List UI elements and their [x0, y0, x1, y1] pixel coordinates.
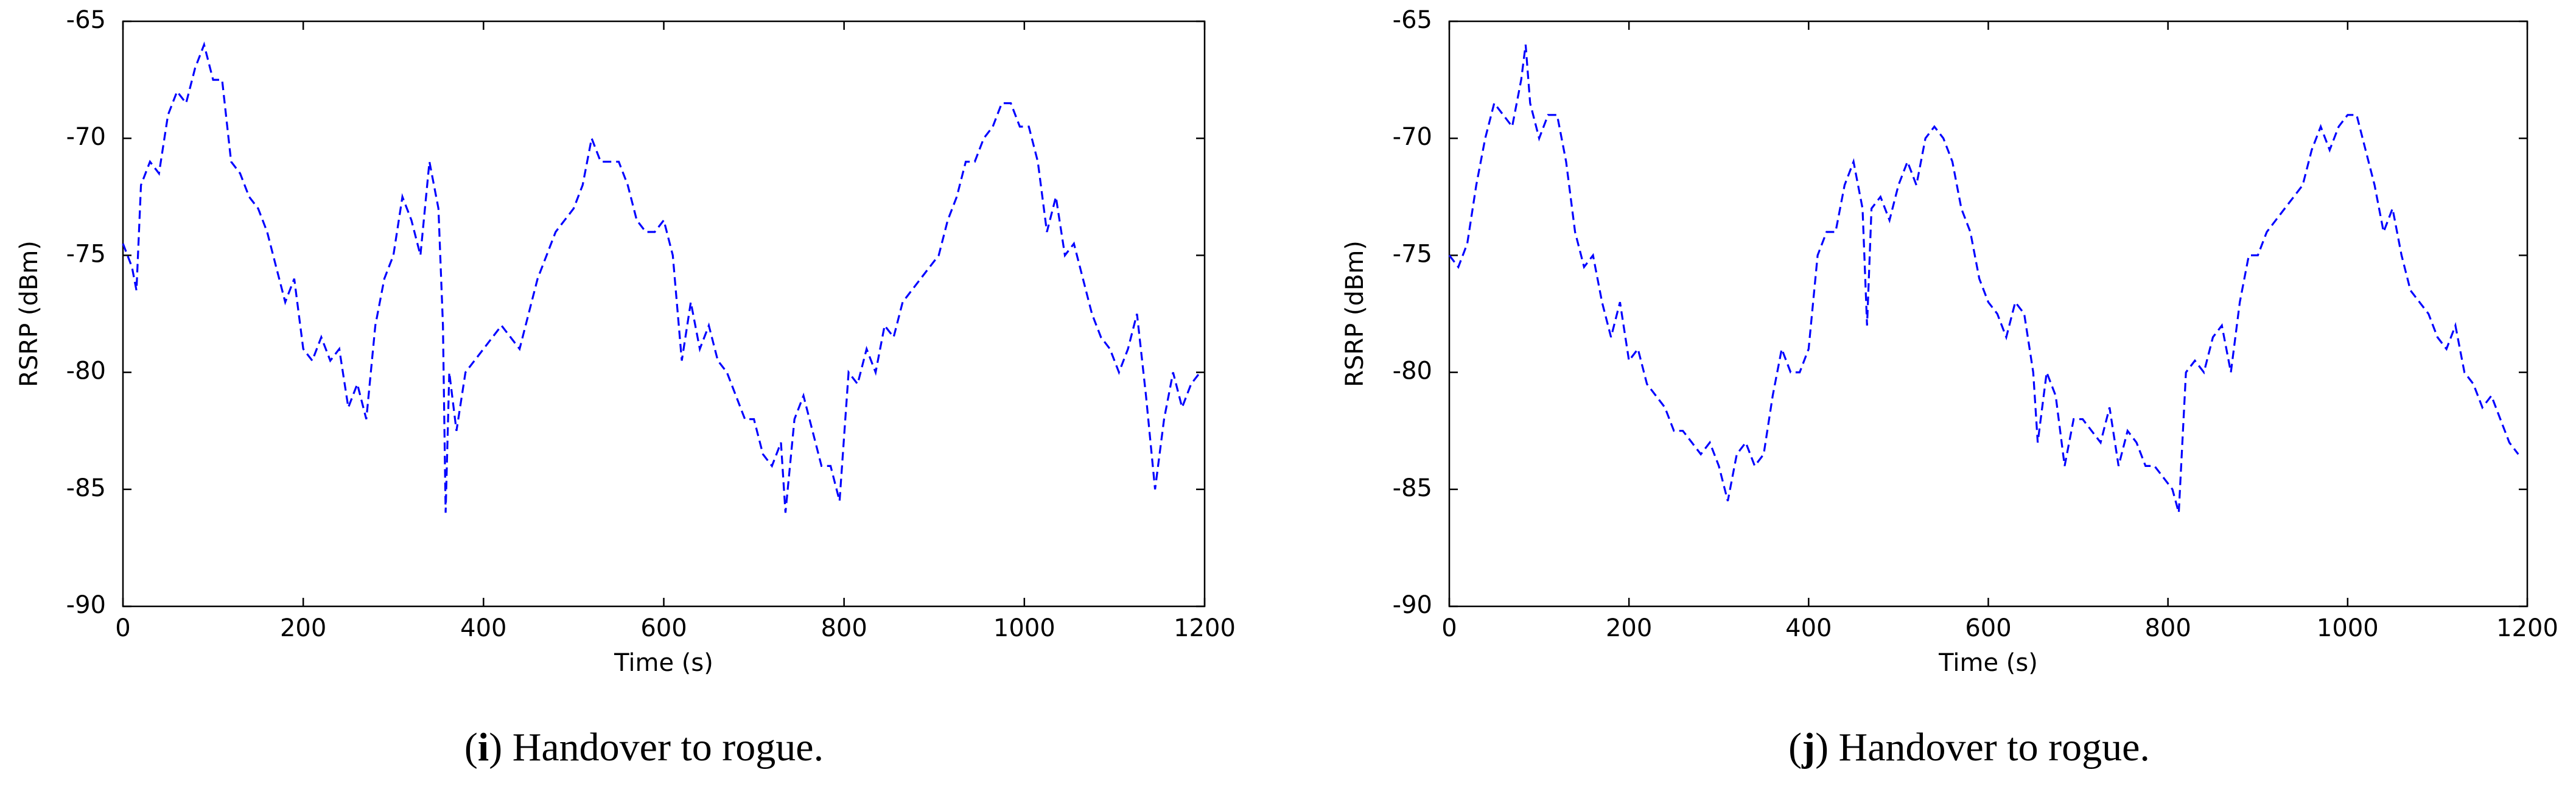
x-tick-label: 0 — [1441, 614, 1457, 642]
x-tick-label: 400 — [460, 614, 506, 642]
y-tick-label: -80 — [66, 357, 106, 385]
caption-part: j — [1801, 725, 1815, 770]
y-tick-label: -70 — [66, 123, 106, 151]
y-axis-label: RSRP (dBm) — [15, 240, 43, 387]
x-tick-label: 200 — [280, 614, 326, 642]
x-tick-label: 600 — [640, 614, 687, 642]
x-tick-label: 200 — [1606, 614, 1652, 642]
y-tick-label: -90 — [1393, 591, 1432, 619]
x-tick-label: 1000 — [993, 614, 1055, 642]
y-tick-label: -70 — [1393, 123, 1432, 151]
chart: -90 -85 -80 -75 -70 -65 0 200 400 600 800 1000 1200 T… — [15, 6, 1236, 770]
x-tick-label: 1200 — [2496, 614, 2558, 642]
data-line — [1448, 44, 2519, 513]
caption-part: ( — [464, 725, 478, 770]
data-line — [122, 41, 1201, 513]
caption: (j) Handover to rogue. — [1788, 725, 2150, 770]
y-axis-label: RSRP (dBm) — [1341, 240, 1369, 387]
y-tick-label: -80 — [1393, 357, 1432, 385]
x-axis-label: Time (s) — [614, 649, 713, 677]
y-tick-label: -85 — [1393, 474, 1432, 502]
x-tick-label: 1200 — [1174, 614, 1236, 642]
caption-part: ( — [1788, 725, 1802, 770]
y-tick-label: -90 — [66, 591, 106, 619]
caption: (i) Handover to rogue. — [464, 725, 824, 770]
caption-part: i — [478, 725, 489, 770]
y-tick-label: -65 — [1393, 6, 1432, 34]
x-tick-label: 400 — [1785, 614, 1832, 642]
x-tick-label: 0 — [115, 614, 130, 642]
y-tick-label: -75 — [1393, 240, 1432, 268]
x-tick-label: 1000 — [2317, 614, 2379, 642]
x-axis-label: Time (s) — [1938, 649, 2038, 677]
x-tick-label: 600 — [1965, 614, 2011, 642]
caption-part: ) Handover to rogue. — [1815, 725, 2150, 770]
caption-part: ) Handover to rogue. — [489, 725, 824, 770]
y-tick-label: -65 — [66, 6, 106, 34]
y-tick-label: -85 — [66, 474, 106, 502]
x-tick-label: 800 — [2144, 614, 2191, 642]
plot-frame — [122, 20, 1206, 608]
plot-frame — [1448, 20, 2529, 608]
x-tick-label: 800 — [821, 614, 867, 642]
y-tick-label: -75 — [66, 240, 106, 268]
chart: -90 -85 -80 -75 -70 -65 0 200 400 600 800 1000 1200 T… — [1341, 6, 2558, 770]
